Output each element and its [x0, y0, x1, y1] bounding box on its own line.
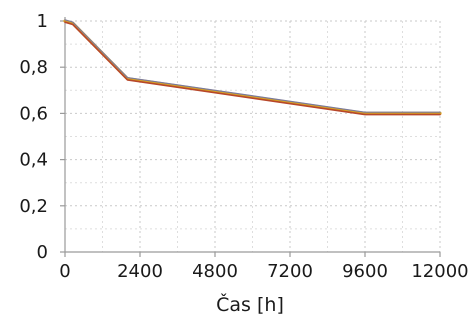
y-tick-labels: 0 0,2 0,4 0,6 0,8 1 [19, 11, 48, 263]
x-tick-label: 9600 [342, 261, 388, 282]
grid [65, 20, 441, 252]
y-tick-label: 0 [37, 242, 48, 263]
series-line [63, 19, 442, 116]
y-tick-label: 0,6 [19, 103, 48, 124]
x-tick-label: 7200 [267, 261, 313, 282]
x-tick-label: 12000 [411, 261, 468, 282]
x-tick-label: 4800 [192, 261, 238, 282]
y-tick-label: 1 [37, 11, 48, 32]
x-tick-label: 2400 [117, 261, 163, 282]
y-tick-label: 0,2 [19, 196, 48, 217]
y-tick-label: 0,4 [19, 150, 48, 171]
x-tick-labels: 0 2400 4800 7200 9600 12000 [59, 261, 468, 282]
series-group [63, 19, 442, 116]
series-line [64, 21, 441, 116]
x-tick-label: 0 [59, 261, 70, 282]
y-tick-label: 0,8 [19, 57, 48, 78]
x-axis-label: Čas [h] [216, 292, 284, 316]
series-line [64, 19, 441, 113]
